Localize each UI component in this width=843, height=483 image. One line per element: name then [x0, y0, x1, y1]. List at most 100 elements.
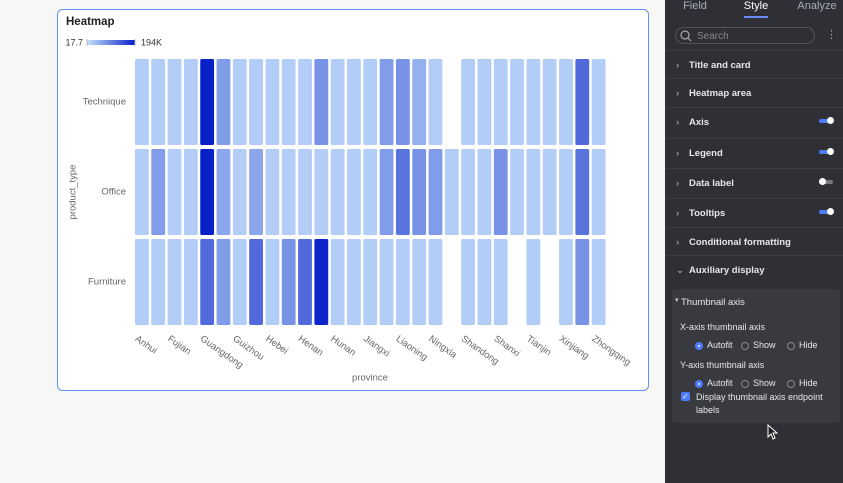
heatmap-cell — [575, 59, 590, 145]
heatmap-cell — [428, 239, 443, 325]
chevron: › — [676, 148, 680, 159]
toggle[interactable] — [819, 178, 833, 185]
section-header[interactable]: Data label › — [665, 168, 843, 197]
radio-option[interactable]: Show — [741, 378, 776, 388]
search-icon — [680, 30, 692, 42]
heatmap-cell — [559, 59, 573, 145]
heatmap-cell — [591, 59, 606, 145]
heatmap-cell — [330, 59, 345, 145]
heatmap-cell — [412, 149, 427, 235]
heatmap-cell — [428, 149, 443, 235]
search-box[interactable]: Search — [675, 27, 815, 44]
toggle[interactable] — [819, 117, 834, 124]
radio-option[interactable]: Hide — [787, 340, 818, 350]
tab[interactable]: Field — [683, 0, 707, 12]
heatmap-cell — [183, 149, 198, 235]
heatmap-cell — [559, 149, 573, 235]
y-tick-label: Office — [101, 187, 126, 198]
y-tick-label: Furniture — [88, 277, 126, 288]
heatmap-cell — [135, 59, 149, 145]
heatmap-cell — [249, 149, 263, 235]
chevron: › — [676, 88, 680, 99]
section-header[interactable]: Tooltips › — [665, 198, 843, 227]
chart-title: Heatmap — [66, 16, 115, 28]
heatmap-cell — [167, 59, 182, 145]
heatmap-cell — [281, 239, 296, 325]
section-header[interactable]: Heatmap area › — [665, 78, 843, 107]
x-axis-title: province — [352, 373, 388, 384]
radio-option[interactable]: Hide — [787, 378, 818, 388]
section-label: Data label — [689, 178, 734, 189]
heatmap-cell — [216, 239, 231, 325]
heatmap-cell — [347, 59, 361, 145]
heatmap-cell — [265, 149, 280, 235]
section-header[interactable]: Legend › — [665, 138, 843, 167]
heatmap-cell — [379, 149, 394, 235]
heatmap-cell — [526, 239, 541, 325]
tab[interactable]: Style — [731, 0, 781, 18]
heatmap-cell — [542, 59, 557, 145]
radio-label: Autofit — [707, 378, 733, 388]
section-header[interactable]: Auxiliary display ⌄ — [665, 255, 843, 284]
toggle[interactable] — [819, 208, 834, 215]
heatmap-cell — [526, 59, 541, 145]
heatmap-cell — [298, 149, 312, 235]
heatmap-cell — [151, 149, 166, 235]
y-tick-label: Technique — [83, 97, 126, 108]
heatmap-cell — [461, 149, 476, 235]
heatmap-cell — [461, 59, 476, 145]
group-label: X-axis thumbnail axis — [680, 322, 766, 332]
heatmap-cell — [575, 239, 590, 325]
style-panel: Search ⋮ Thumbnail axis ▾ X-axis thumbnail… — [665, 0, 843, 483]
section-header[interactable]: Title and card › — [665, 50, 843, 79]
colorbar-label: 194K — [141, 37, 162, 47]
heatmap-cell — [265, 239, 280, 325]
section-header[interactable]: Axis › — [665, 107, 843, 136]
caret: ▾ — [675, 297, 679, 304]
heatmap-cell — [412, 59, 427, 145]
heatmap-cell — [314, 149, 329, 235]
heatmap-cell — [363, 239, 378, 325]
heatmap-cell — [281, 59, 296, 145]
heatmap-cell — [395, 59, 410, 145]
heatmap-cell — [151, 59, 166, 145]
section-label: Legend — [689, 148, 723, 159]
heatmap-cell — [298, 59, 312, 145]
section-label: Conditional formatting — [689, 237, 791, 248]
heatmap-cell — [493, 239, 508, 325]
checkbox[interactable]: ✓ — [681, 392, 690, 401]
cursor — [767, 424, 779, 440]
auxiliary-card: Thumbnail axis ▾ X-axis thumbnail axis Auto… — [672, 289, 840, 423]
heatmap-cell — [281, 149, 296, 235]
chevron: ⌄ — [676, 265, 684, 276]
y-axis-title: product_type — [68, 165, 79, 220]
group-label: Y-axis thumbnail axis — [680, 360, 765, 370]
heatmap-cell — [477, 149, 492, 235]
heatmap-cell — [363, 59, 378, 145]
heatmap-cell — [510, 149, 524, 235]
toggle[interactable] — [819, 148, 834, 155]
more-menu[interactable]: ⋮ — [826, 29, 837, 41]
heatmap-cell — [395, 149, 410, 235]
tab[interactable]: Analyze — [797, 0, 837, 12]
heatmap-cell — [249, 59, 263, 145]
radio-label: Show — [753, 378, 776, 388]
radio-option[interactable]: Show — [741, 340, 776, 350]
section-label: Auxiliary display — [689, 265, 765, 276]
radio-label: Hide — [799, 378, 818, 388]
heatmap-cell — [559, 239, 573, 325]
heatmap-cell — [379, 239, 394, 325]
chevron: › — [676, 60, 680, 71]
heatmap-cell — [395, 239, 410, 325]
radio-option[interactable]: Autofit — [695, 340, 733, 350]
heatmap-cell — [200, 59, 215, 145]
heatmap-cell — [216, 149, 231, 235]
heatmap-cell — [265, 59, 280, 145]
heatmap-cell — [428, 59, 443, 145]
heatmap-cell — [412, 239, 427, 325]
radio-option[interactable]: Autofit — [695, 378, 733, 388]
section-header[interactable]: Conditional formatting › — [665, 227, 843, 256]
heatmap-cell — [183, 239, 198, 325]
radio-label: Hide — [799, 340, 818, 350]
heatmap-cell — [347, 149, 361, 235]
